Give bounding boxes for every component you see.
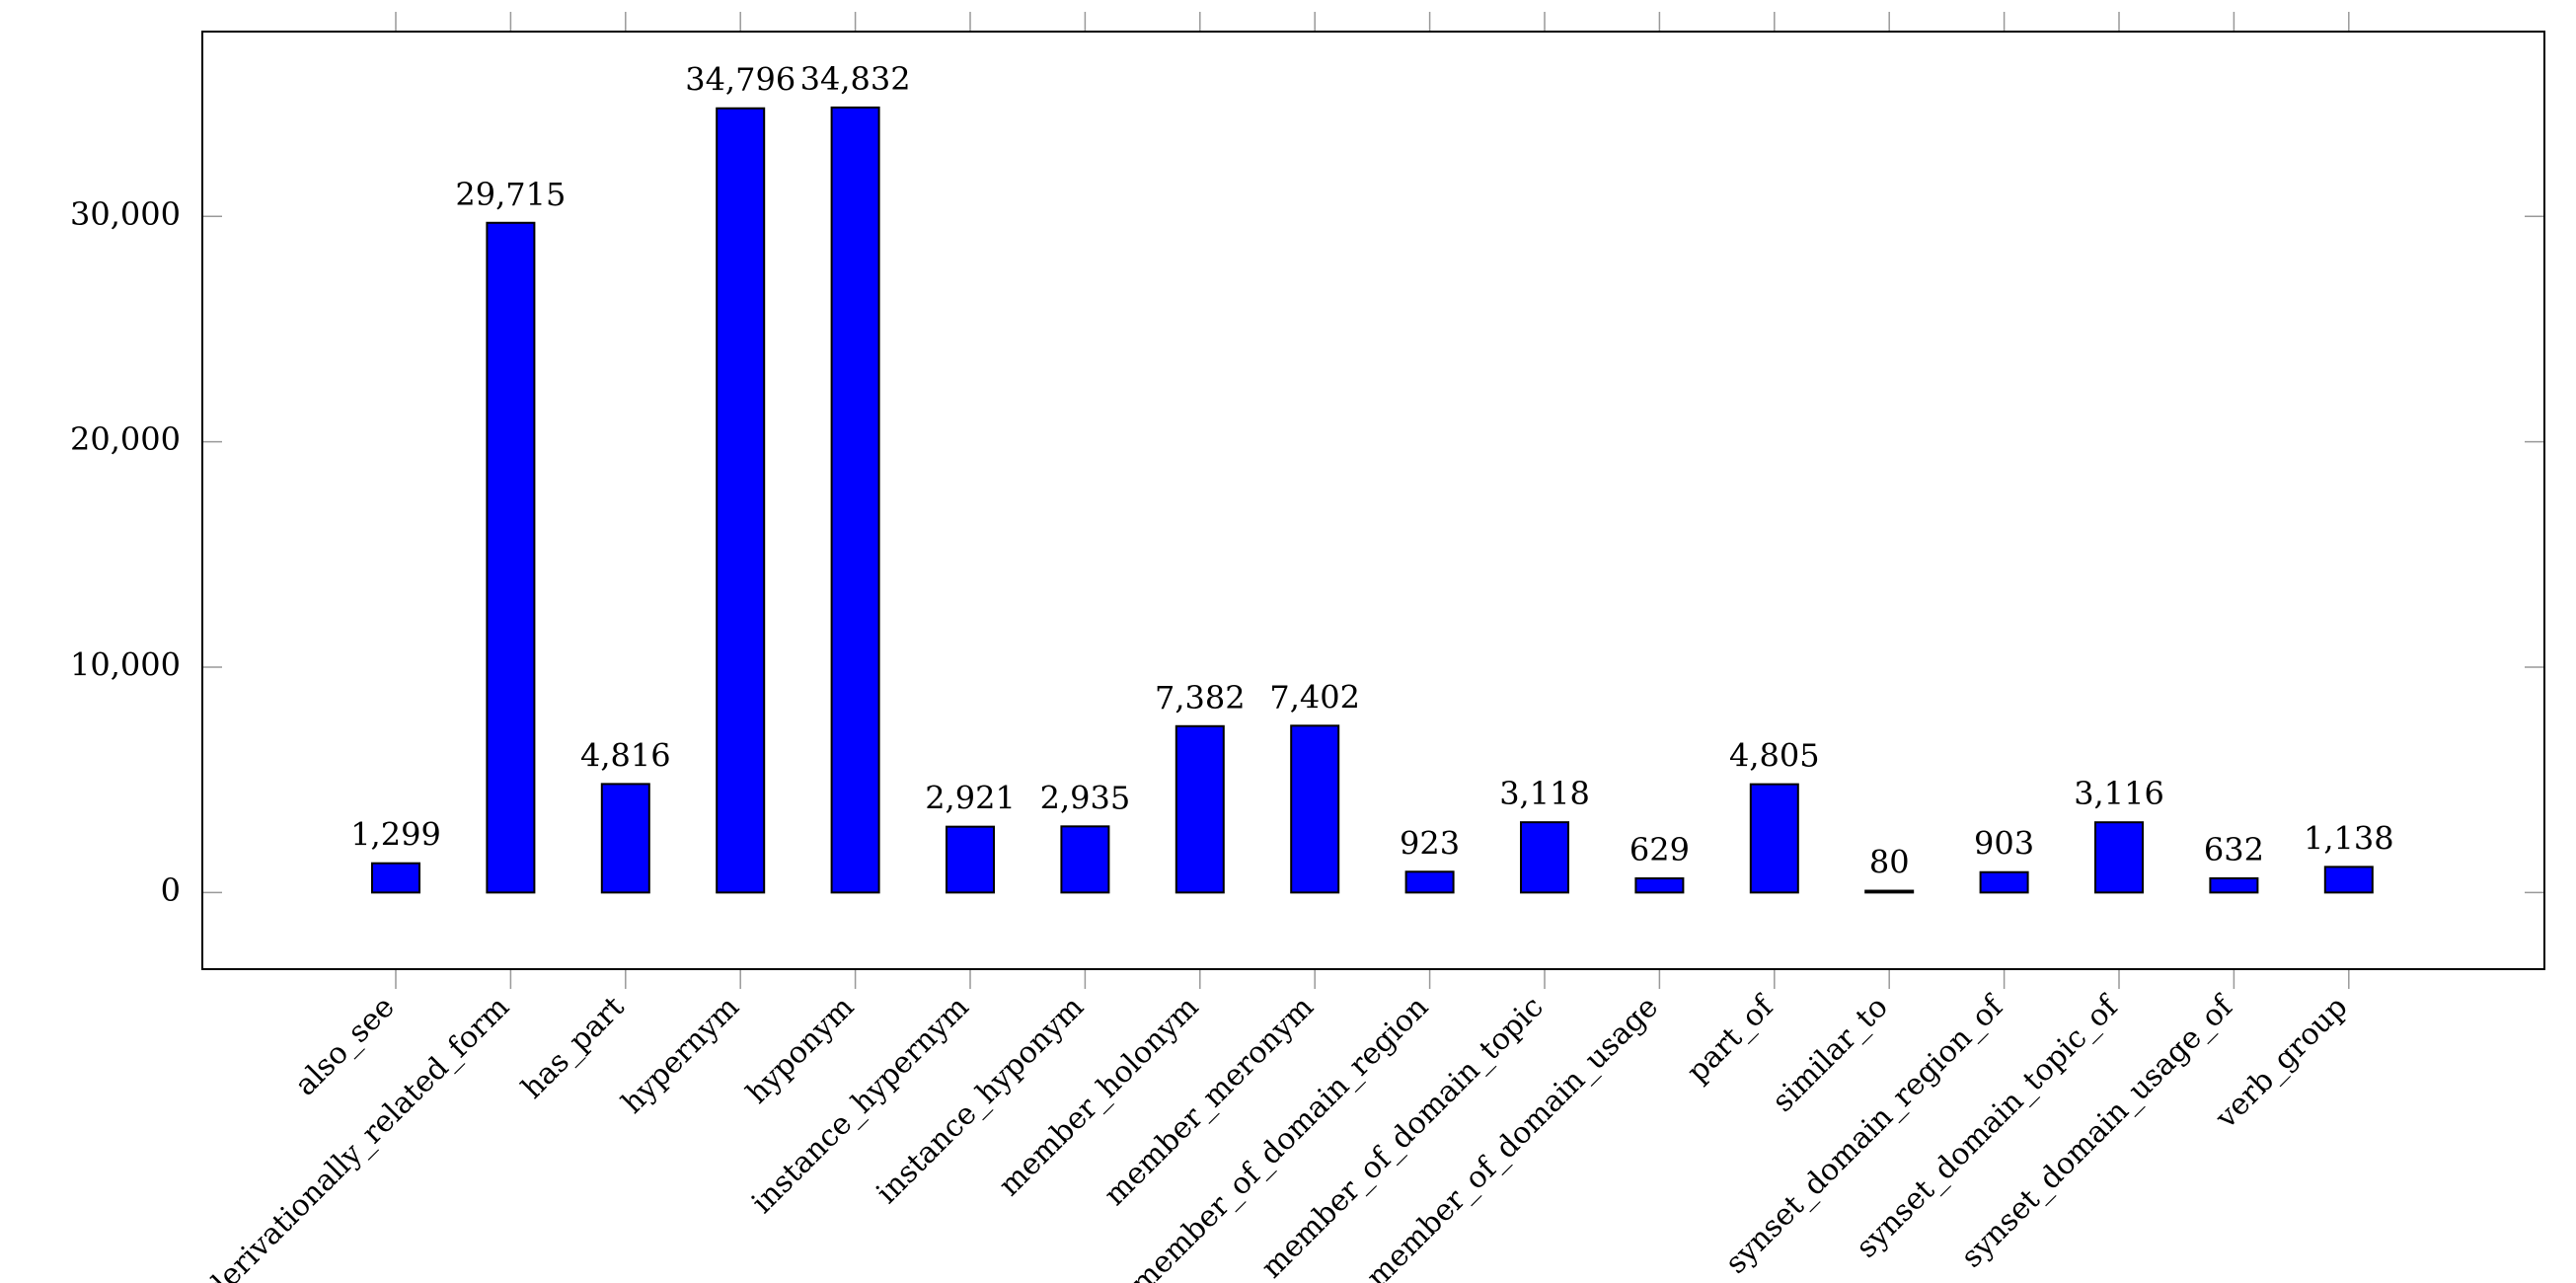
x-tick-label: part_of bbox=[1681, 989, 1781, 1090]
x-tick-label: hyponym bbox=[740, 990, 862, 1111]
data-label: 3,116 bbox=[2074, 775, 2164, 812]
data-label: 3,118 bbox=[1499, 775, 1590, 812]
y-tick-label: 30,000 bbox=[70, 195, 181, 233]
data-label: 80 bbox=[1869, 844, 1910, 881]
data-label: 2,935 bbox=[1040, 779, 1131, 816]
bar bbox=[1290, 724, 1340, 894]
data-label: 34,832 bbox=[800, 60, 911, 98]
bar bbox=[2323, 866, 2374, 894]
bar bbox=[1520, 821, 1569, 894]
tick-marks bbox=[202, 12, 2544, 989]
bar bbox=[1174, 724, 1225, 894]
data-label: 7,382 bbox=[1155, 679, 1246, 717]
data-label: 4,805 bbox=[1729, 737, 1820, 775]
bar bbox=[946, 825, 995, 894]
data-label: 2,921 bbox=[925, 780, 1016, 817]
x-tick-label: member_holonym bbox=[992, 990, 1205, 1203]
bar bbox=[486, 221, 536, 894]
x-tick-label: hypernym bbox=[615, 990, 745, 1120]
data-label: 903 bbox=[1974, 825, 2034, 863]
bar bbox=[371, 862, 420, 894]
bar bbox=[600, 783, 650, 894]
y-tick-labels: 0 10,000 20,000 30,000 bbox=[70, 195, 181, 909]
data-label: 4,816 bbox=[580, 736, 671, 774]
x-tick-label: member_meronym bbox=[1098, 990, 1321, 1213]
data-label: 29,715 bbox=[455, 176, 566, 213]
bars bbox=[371, 106, 2374, 894]
plot-frame bbox=[201, 31, 2545, 970]
x-tick-labels: also_seederivationally_related_formhas_p… bbox=[199, 989, 2355, 1283]
x-tick-label: instance_hyponym bbox=[870, 990, 1091, 1211]
bar bbox=[830, 106, 880, 894]
x-tick-label: also_see bbox=[288, 990, 401, 1102]
y-tick-label: 10,000 bbox=[70, 645, 181, 683]
data-label: 632 bbox=[2204, 831, 2264, 868]
x-tick-label: instance_hypernym bbox=[745, 990, 976, 1221]
bar bbox=[716, 107, 766, 894]
bar bbox=[1634, 876, 1685, 894]
bar bbox=[1060, 825, 1110, 894]
data-label: 7,402 bbox=[1269, 678, 1360, 716]
bar bbox=[1749, 783, 1799, 894]
bar bbox=[1979, 870, 2029, 894]
data-label: 1,299 bbox=[350, 816, 441, 854]
data-label: 923 bbox=[1400, 824, 1460, 862]
y-tick-label: 20,000 bbox=[70, 420, 181, 458]
bar bbox=[1864, 889, 1915, 894]
x-tick-label: has_part bbox=[515, 990, 631, 1105]
bar bbox=[2094, 821, 2144, 894]
bar bbox=[1404, 870, 1455, 894]
bar bbox=[2209, 876, 2259, 894]
y-tick-label: 0 bbox=[161, 871, 181, 909]
data-label: 1,138 bbox=[2304, 819, 2394, 857]
data-labels: 1,299 29,715 4,816 34,796 34,832 2,921 2,935 7,… bbox=[350, 60, 2393, 881]
data-label: 629 bbox=[1629, 831, 1690, 868]
data-label: 34,796 bbox=[685, 61, 796, 99]
